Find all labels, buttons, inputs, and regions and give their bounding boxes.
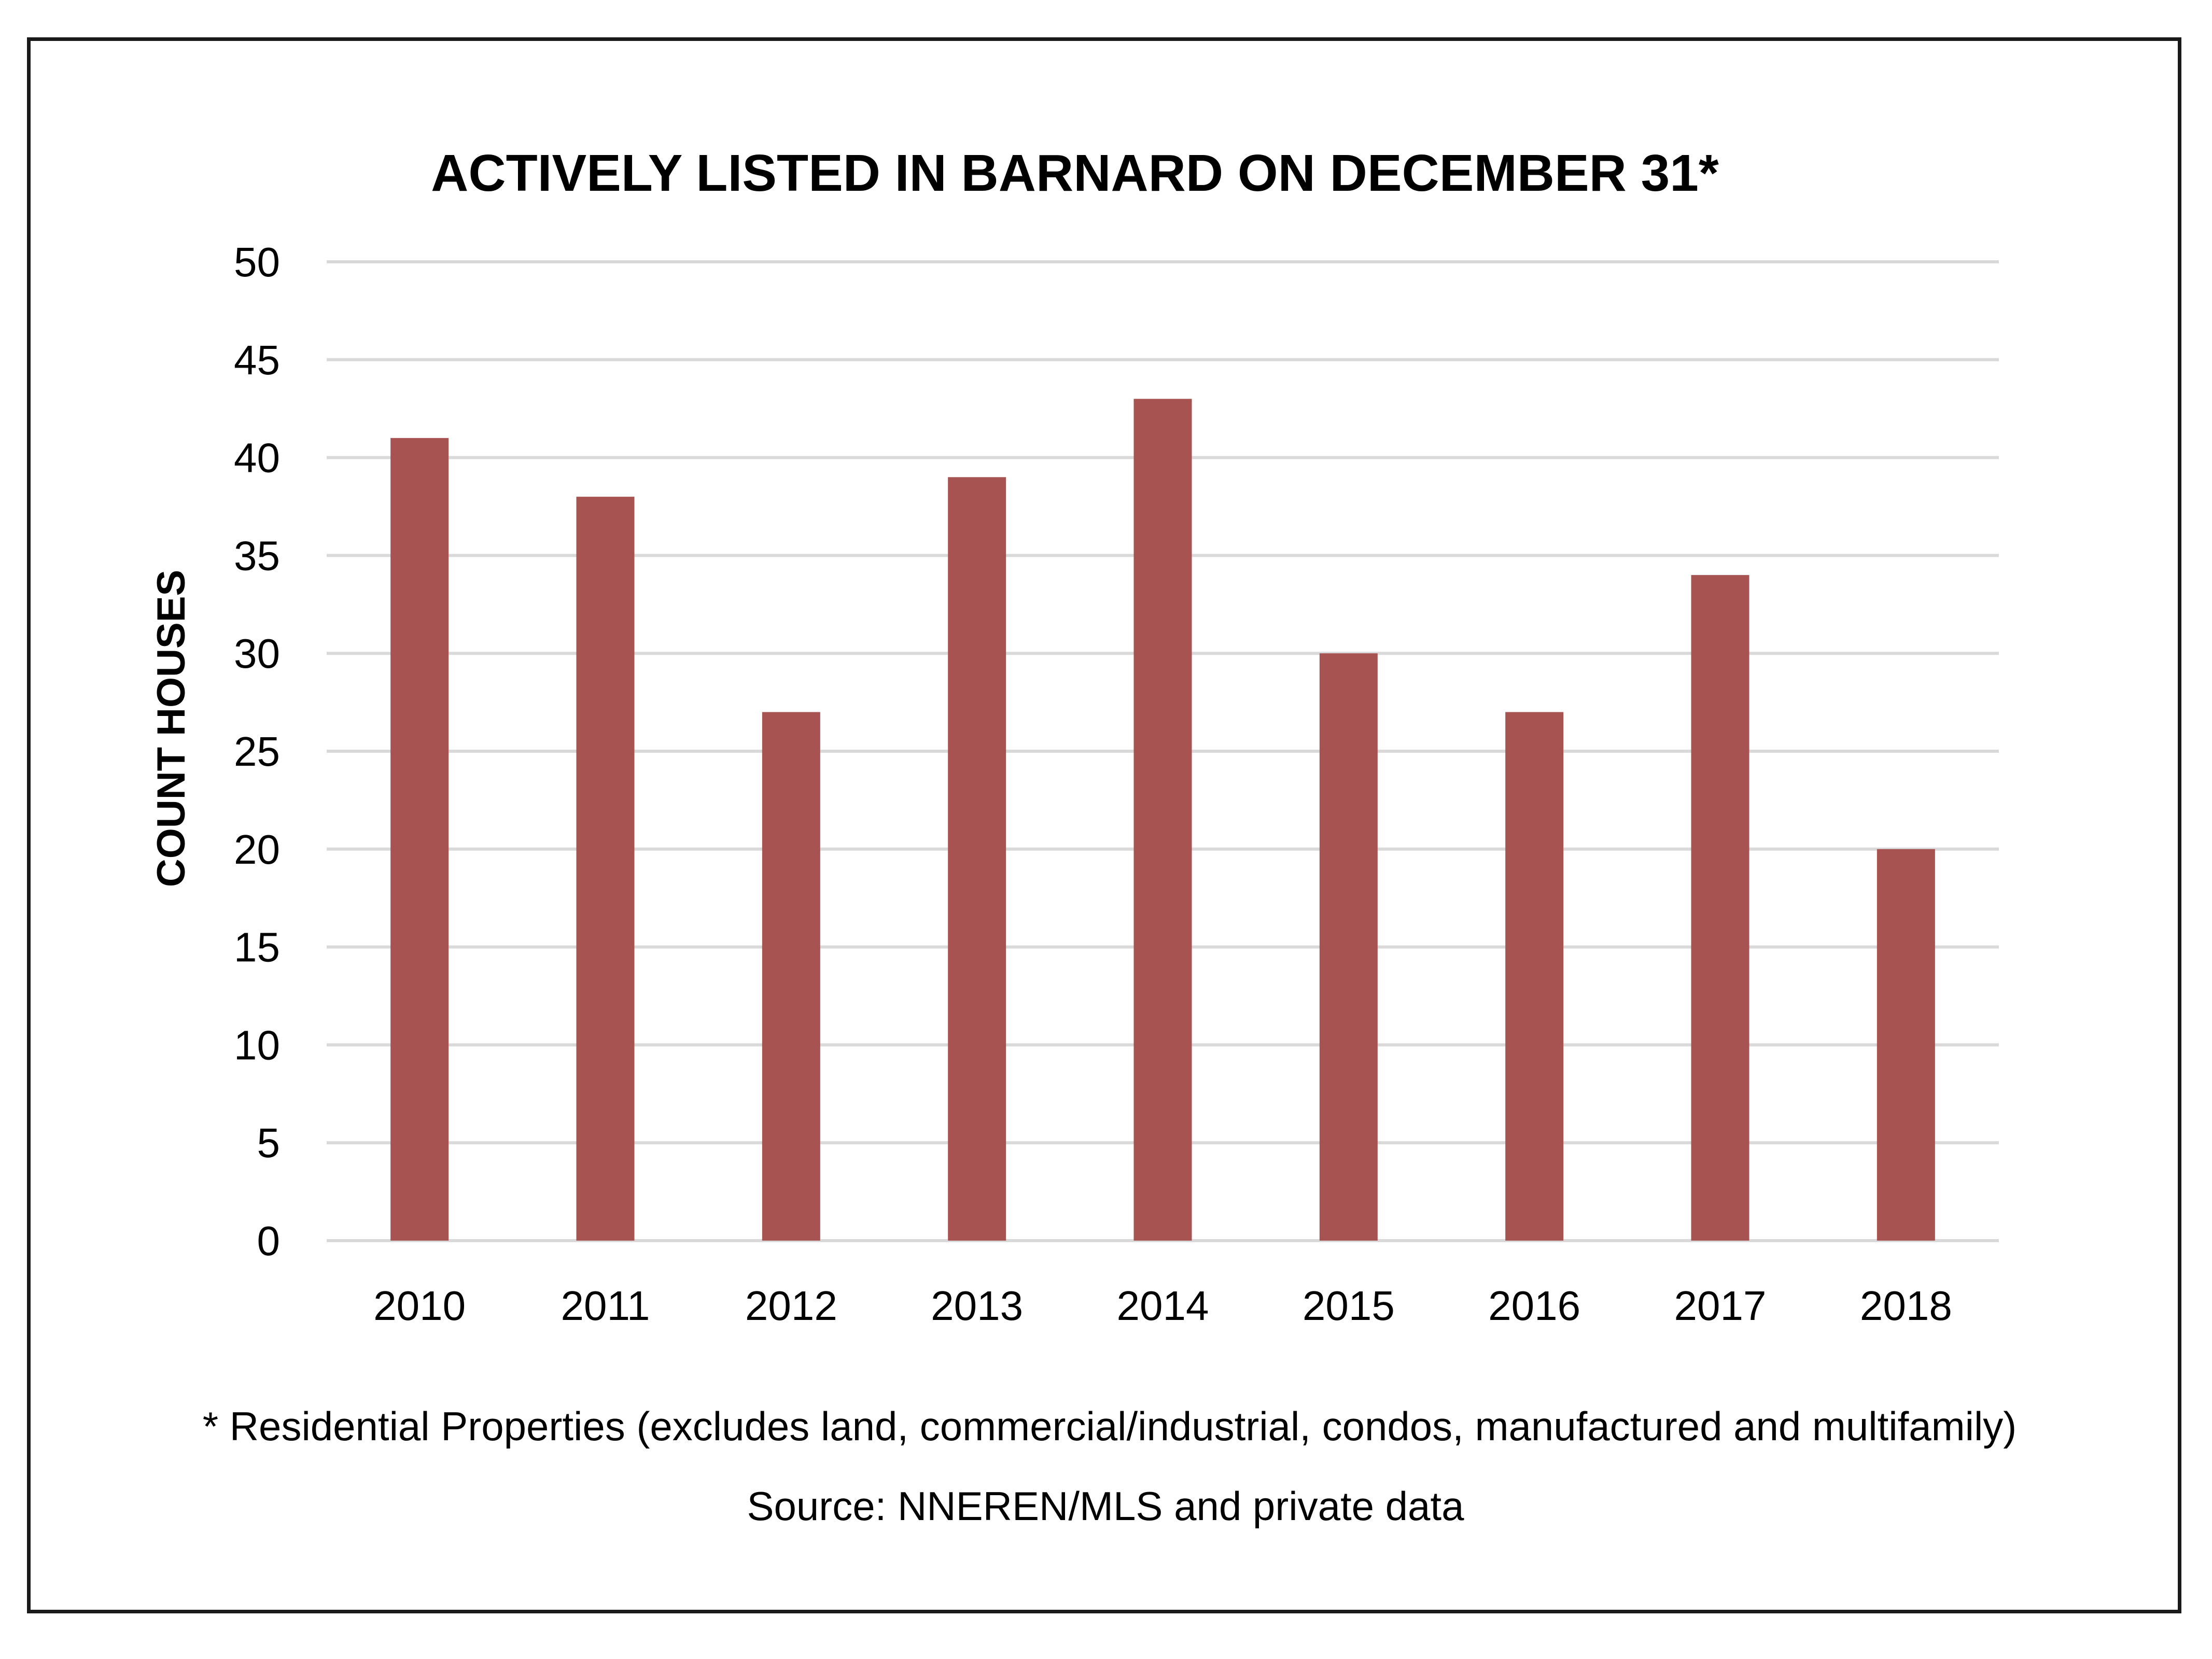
x-tick-label: 2010 bbox=[373, 1283, 466, 1329]
y-tick-labels: 0 5 10 15 20 25 30 35 40 45 50 bbox=[234, 239, 280, 1264]
footnote: * Residential Properties (excludes land,… bbox=[203, 1403, 2017, 1449]
y-tick-label: 40 bbox=[234, 435, 280, 481]
bar-2013 bbox=[948, 477, 1006, 1241]
bars bbox=[390, 399, 1935, 1241]
bar-2010 bbox=[390, 438, 449, 1241]
y-tick-label: 45 bbox=[234, 337, 280, 383]
bar-2012 bbox=[762, 712, 820, 1241]
chart-frame bbox=[27, 37, 2181, 1613]
x-tick-label: 2014 bbox=[1117, 1283, 1209, 1329]
y-tick-label: 0 bbox=[257, 1218, 281, 1264]
x-tick-labels: 2010 2011 2012 2013 2014 2015 2016 2017 2018 bbox=[373, 1283, 1952, 1329]
x-tick-label: 2015 bbox=[1303, 1283, 1395, 1329]
bar-2014 bbox=[1133, 399, 1192, 1241]
y-tick-label: 5 bbox=[257, 1120, 281, 1166]
x-tick-label: 2017 bbox=[1674, 1283, 1767, 1329]
y-tick-label: 10 bbox=[234, 1022, 280, 1068]
x-tick-label: 2011 bbox=[561, 1283, 650, 1329]
x-tick-label: 2012 bbox=[745, 1283, 837, 1329]
x-tick-label: 2013 bbox=[931, 1283, 1023, 1329]
y-tick-label: 20 bbox=[234, 826, 280, 873]
bar-2015 bbox=[1319, 653, 1378, 1241]
bar-2016 bbox=[1505, 712, 1564, 1241]
y-axis-label: COUNT HOUSES bbox=[149, 570, 193, 887]
bar-2018 bbox=[1877, 849, 1935, 1241]
bar-2017 bbox=[1691, 575, 1749, 1241]
x-tick-label: 2018 bbox=[1860, 1283, 1952, 1329]
y-tick-label: 25 bbox=[234, 728, 280, 775]
chart-title: ACTIVELY LISTED IN BARNARD ON DECEMBER 3… bbox=[431, 144, 1719, 202]
y-tick-label: 15 bbox=[234, 924, 280, 971]
y-tick-label: 35 bbox=[234, 532, 280, 579]
x-tick-label: 2016 bbox=[1488, 1283, 1580, 1329]
source-note: Source: NNEREN/MLS and private data bbox=[747, 1483, 1465, 1529]
y-tick-label: 30 bbox=[234, 630, 280, 677]
bar-2011 bbox=[576, 497, 635, 1241]
y-tick-label: 50 bbox=[234, 239, 280, 285]
